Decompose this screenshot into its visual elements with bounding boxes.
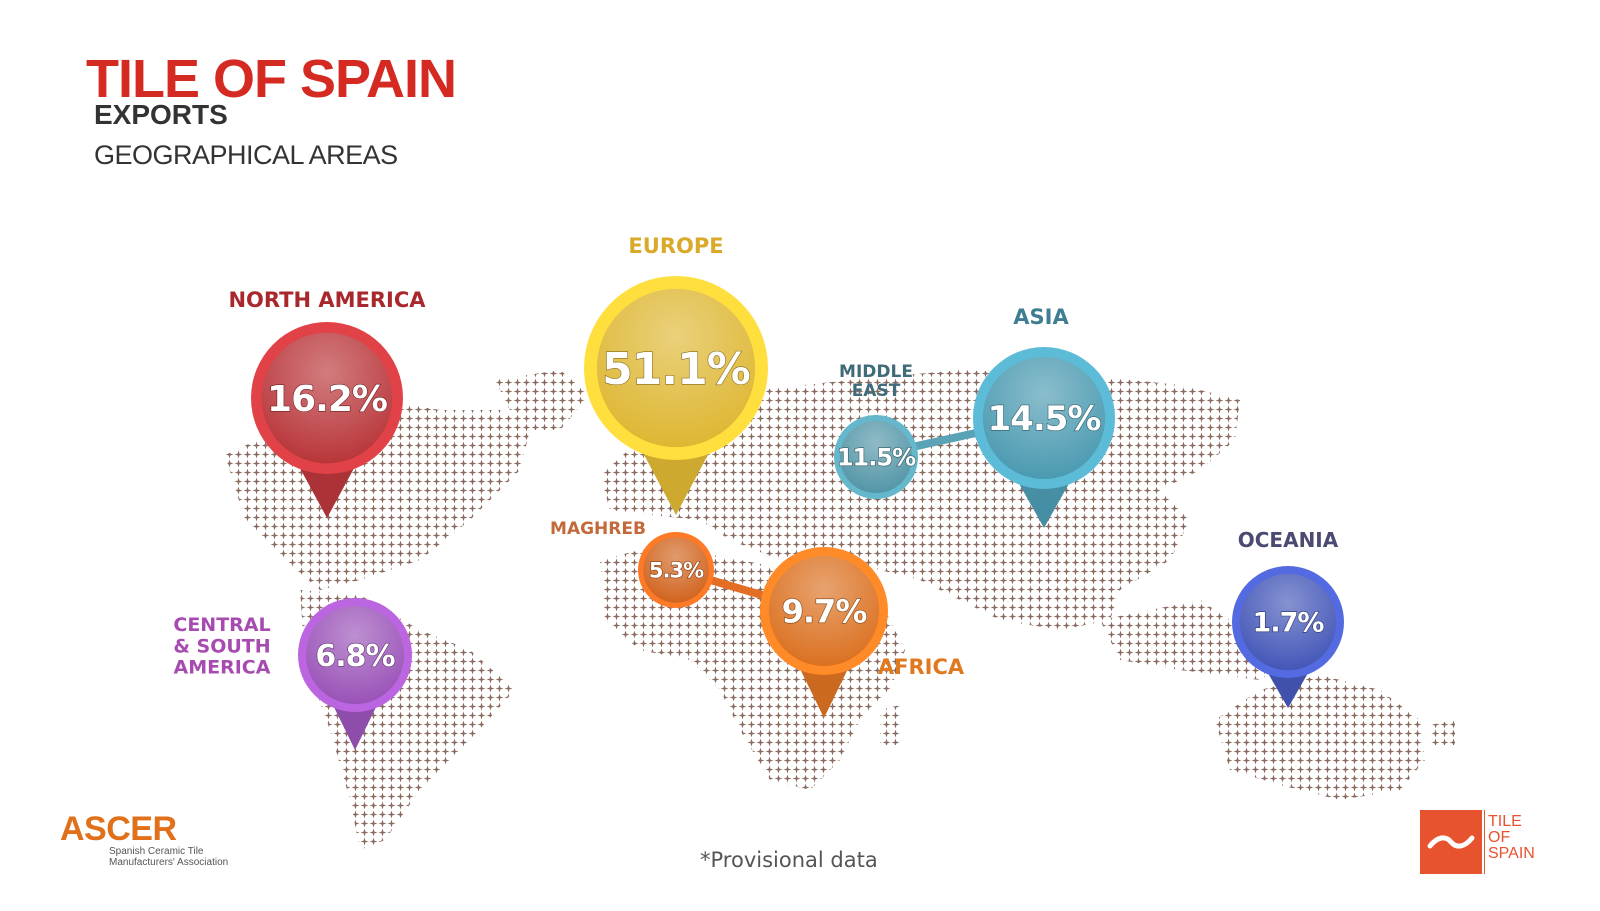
region-label-north-america: NORTH AMERICA [228, 288, 426, 312]
region-label-maghreb: MAGHREB [550, 519, 646, 539]
region-label-middle-east: MIDDLE EAST [839, 362, 913, 401]
region-label-europe: EUROPE [628, 234, 723, 258]
pin-gloss [305, 605, 405, 705]
pin-gloss [839, 420, 913, 494]
pin-value-oceania: 1.7% [1253, 608, 1325, 639]
pin-maghreb: 5.3%MAGHREB [550, 519, 714, 608]
pin-gloss [596, 288, 756, 448]
pin-oceania: 1.7% OCEANIA [1232, 528, 1344, 708]
pin-gloss [768, 555, 880, 667]
pin-pointer [795, 659, 853, 718]
pin-value-africa: 9.7% [782, 593, 868, 631]
pin-north-america: 16.2% NORTH AMERICA [228, 288, 426, 518]
pin-middle-east: 11.5% MIDDLE EAST [834, 362, 918, 499]
ascer-logo: ASCER [60, 810, 177, 848]
region-label-oceania: OCEANIA [1238, 528, 1339, 552]
logo-text-line1: TILE [1488, 813, 1522, 830]
pin-asia: 14.5% ASIA [973, 305, 1115, 528]
region-label-asia: ASIA [1013, 305, 1069, 329]
pin-value-central-south-america: 6.8% [315, 639, 395, 674]
wave-icon [1420, 810, 1482, 874]
logo-text-line2: OF [1488, 829, 1511, 846]
pin-pointer [329, 697, 381, 750]
tile-of-spain-logo: TILE OF SPAIN [1420, 810, 1546, 874]
pin-gloss [643, 537, 709, 603]
pin-europe: 51.1% EUROPE [584, 234, 768, 515]
pin-gloss [1239, 573, 1337, 671]
pin-value-asia: 14.5% [988, 399, 1101, 439]
pin-gloss [982, 356, 1106, 480]
pin-value-europe: 51.1% [602, 344, 750, 395]
pin-gloss [261, 332, 393, 464]
ascer-tagline-line1: Spanish Ceramic Tile [109, 846, 204, 857]
ascer-tagline: Spanish Ceramic Tile Manufacturers' Asso… [109, 846, 259, 868]
pin-central-south-america: 6.8% CENTRAL & SOUTH AMERICA [173, 598, 412, 750]
pin-value-maghreb: 5.3% [649, 559, 704, 583]
pin-africa: 9.7% AFRICA [760, 547, 965, 718]
page-title: TILE OF SPAIN [86, 49, 457, 109]
page-subtitle-areas: GEOGRAPHICAL AREAS [94, 140, 398, 170]
footnote: *Provisional data [700, 848, 878, 872]
region-label-africa: AFRICA [878, 655, 965, 679]
pin-value-middle-east: 11.5% [837, 444, 916, 472]
ascer-tagline-line2: Manufacturers' Association [109, 856, 229, 868]
pin-value-north-america: 16.2% [267, 379, 387, 420]
logo-text-line3: SPAIN [1488, 845, 1535, 862]
page-subtitle-exports: EXPORTS [94, 99, 228, 130]
region-label-central-south-america: CENTRAL & SOUTH AMERICA [173, 614, 270, 679]
